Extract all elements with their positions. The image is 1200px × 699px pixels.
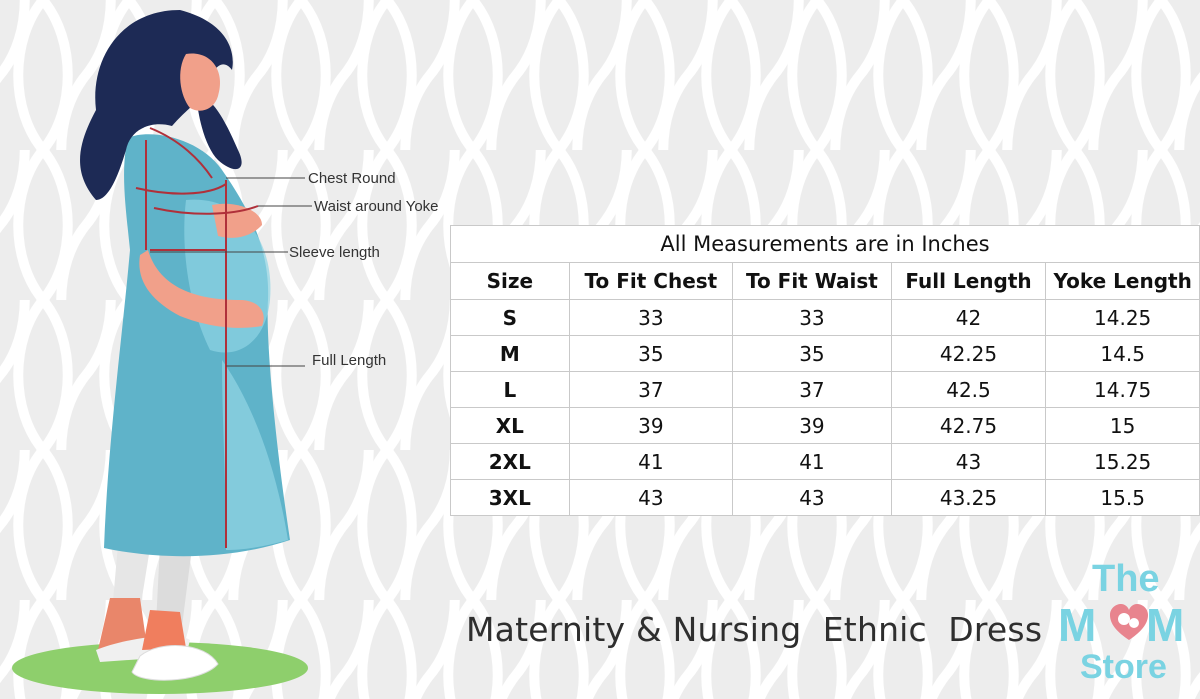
- callout-sleeve-length: Sleeve length: [289, 244, 380, 261]
- header-yoke-length: Yoke Length: [1045, 262, 1200, 300]
- header-chest: To Fit Chest: [568, 262, 734, 300]
- table-row: M 35 35 42.25 14.5: [450, 335, 1200, 372]
- cell-size: 2XL: [450, 443, 570, 480]
- table-row: 3XL 43 43 43.25 15.5: [450, 479, 1200, 516]
- cell-size: XL: [450, 407, 570, 444]
- cell-waist: 33: [732, 299, 892, 336]
- cell-yoke-length: 15.25: [1045, 443, 1200, 480]
- face: [180, 53, 221, 111]
- cell-chest: 37: [568, 371, 734, 408]
- cell-yoke-length: 14.5: [1045, 335, 1200, 372]
- cell-chest: 33: [568, 299, 734, 336]
- table-row: S 33 33 42 14.25: [450, 299, 1200, 336]
- table-header-row: Size To Fit Chest To Fit Waist Full Leng…: [450, 262, 1200, 300]
- logo-letter-m-right: M: [1146, 599, 1185, 651]
- table-row: XL 39 39 42.75 15: [450, 407, 1200, 444]
- table-caption-row: All Measurements are in Inches: [450, 225, 1200, 263]
- cell-waist: 39: [732, 407, 892, 444]
- table-row: 2XL 41 41 43 15.25: [450, 443, 1200, 480]
- cell-size: L: [450, 371, 570, 408]
- legs-leggings: [112, 545, 150, 612]
- the-mom-store-logo: The M M Store: [1058, 556, 1194, 696]
- callout-full-length: Full Length: [312, 352, 387, 369]
- header-full-length: Full Length: [890, 262, 1047, 300]
- cell-waist: 43: [732, 479, 892, 516]
- cell-yoke-length: 14.75: [1045, 371, 1200, 408]
- callout-waist-around-yoke: Waist around Yoke: [314, 198, 439, 215]
- pregnant-woman-illustration: [12, 10, 312, 694]
- cell-chest: 41: [568, 443, 734, 480]
- cell-yoke-length: 15: [1045, 407, 1200, 444]
- callout-chest-round: Chest Round: [308, 170, 396, 187]
- cell-chest: 39: [568, 407, 734, 444]
- cell-size: S: [450, 299, 570, 336]
- table-caption: All Measurements are in Inches: [450, 225, 1200, 263]
- cell-full-length: 42.5: [890, 371, 1047, 408]
- cell-full-length: 42.25: [890, 335, 1047, 372]
- cell-full-length: 43: [890, 443, 1047, 480]
- cell-yoke-length: 15.5: [1045, 479, 1200, 516]
- cell-yoke-length: 14.25: [1045, 299, 1200, 336]
- cell-size: 3XL: [450, 479, 570, 516]
- cell-chest: 43: [568, 479, 734, 516]
- cell-waist: 41: [732, 443, 892, 480]
- cell-waist: 35: [732, 335, 892, 372]
- cell-full-length: 43.25: [890, 479, 1047, 516]
- header-waist: To Fit Waist: [732, 262, 892, 300]
- cell-waist: 37: [732, 371, 892, 408]
- cell-full-length: 42: [890, 299, 1047, 336]
- size-chart-table: All Measurements are in Inches Size To F…: [450, 225, 1200, 516]
- heart-icon: [1110, 604, 1148, 640]
- product-title: Maternity & Nursing Ethnic Dress: [466, 610, 1043, 649]
- shoe-icon: [98, 598, 146, 650]
- table-row: L 37 37 42.5 14.75: [450, 371, 1200, 408]
- logo-word-the: The: [1092, 558, 1160, 600]
- cell-chest: 35: [568, 335, 734, 372]
- header-size: Size: [450, 262, 570, 300]
- measurement-lines: [135, 127, 259, 548]
- logo-letter-m-left: M: [1058, 599, 1097, 651]
- cell-full-length: 42.75: [890, 407, 1047, 444]
- logo-word-store: Store: [1080, 648, 1167, 686]
- cell-size: M: [450, 335, 570, 372]
